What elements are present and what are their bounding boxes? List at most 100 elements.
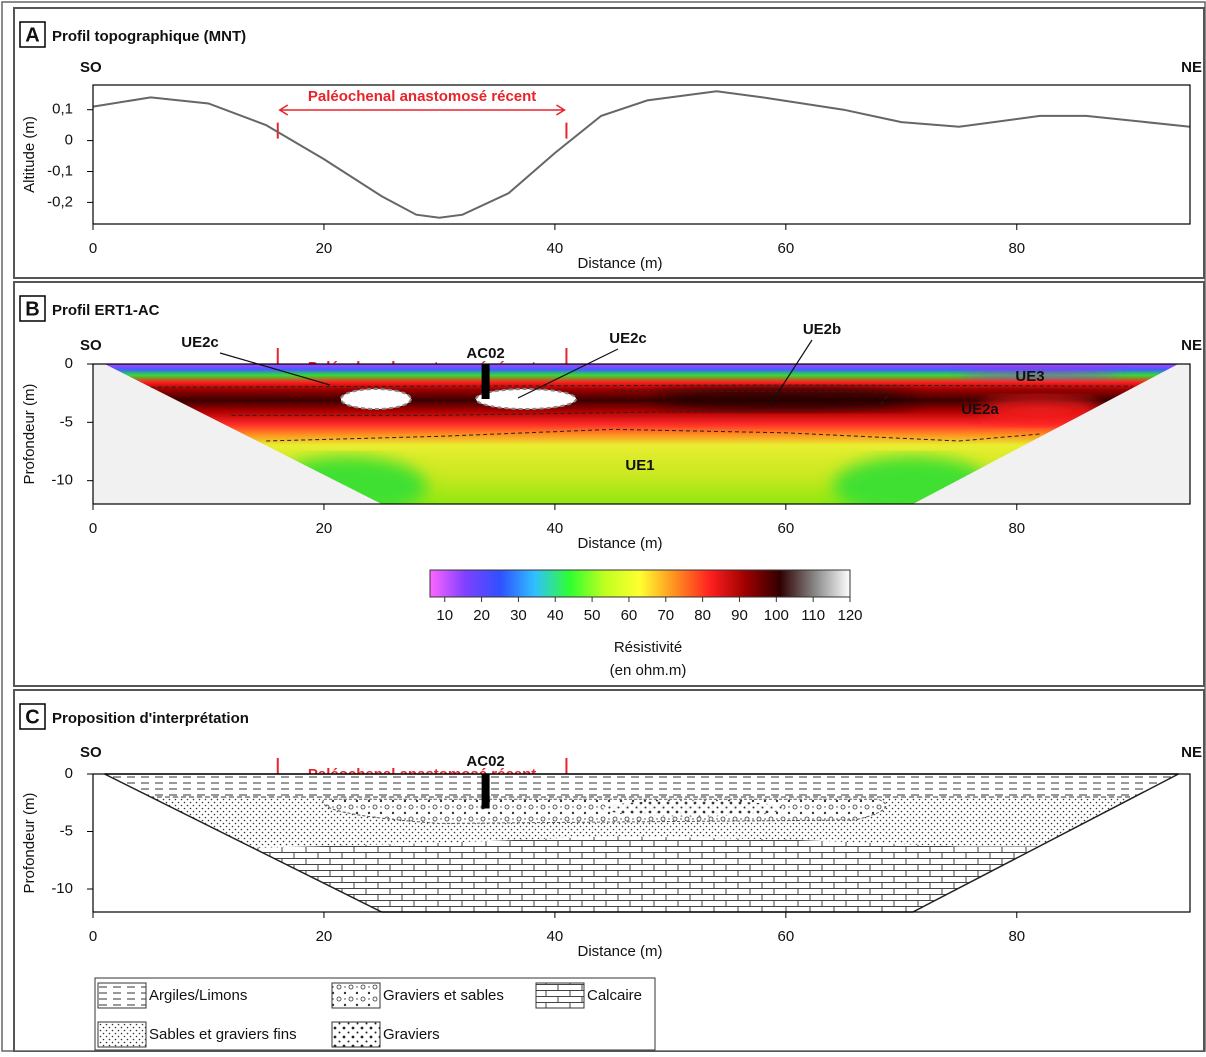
x-tick-label: 40 xyxy=(547,928,564,945)
y-tick-label: -10 xyxy=(51,880,73,897)
left-label: SO xyxy=(80,59,102,76)
colorbar xyxy=(429,569,851,598)
x-tick-label: 80 xyxy=(1008,240,1025,257)
legend-swatch xyxy=(97,982,147,1009)
panel-title: Proposition d'interprétation xyxy=(52,710,249,727)
unit-label: UE1 xyxy=(625,457,654,474)
unit-label: UE2c xyxy=(181,334,219,351)
colorbar-tick-label: 70 xyxy=(657,607,674,624)
y-tick-label: 0 xyxy=(65,355,73,372)
x-tick-label: 20 xyxy=(316,928,333,945)
x-axis-label: Distance (m) xyxy=(577,255,662,272)
borehole xyxy=(481,774,490,809)
y-tick-label: -0,1 xyxy=(47,162,73,179)
interpretation-section xyxy=(104,774,1179,912)
x-tick-label: 0 xyxy=(89,240,97,257)
contour-line xyxy=(150,384,1133,388)
contour-line xyxy=(231,390,891,416)
legend-label: Graviers xyxy=(383,1026,440,1043)
red-zone xyxy=(979,396,1100,425)
colorbar-tick-label: 120 xyxy=(837,607,862,624)
panel-letter-box xyxy=(19,21,46,48)
panel-border xyxy=(13,281,1205,687)
x-tick-label: 40 xyxy=(547,240,564,257)
legend-label: Argiles/Limons xyxy=(149,987,247,1004)
plot-frame xyxy=(92,773,1191,913)
colorbar-label: Résistivité xyxy=(614,639,682,656)
topography-line xyxy=(92,90,1191,219)
x-tick-label: 80 xyxy=(1008,928,1025,945)
colorbar-tick-label: 20 xyxy=(473,607,490,624)
x-axis-label: Distance (m) xyxy=(577,535,662,552)
unit-leader xyxy=(219,352,331,386)
plot-frame xyxy=(92,84,1191,225)
legend-label: Graviers et sables xyxy=(383,987,504,1004)
right-label: NE xyxy=(1181,744,1202,761)
colorbar-tick-label: 90 xyxy=(731,607,748,624)
x-tick-label: 60 xyxy=(777,520,794,537)
unit-label: UE2a xyxy=(961,401,999,418)
colorbar-tick-label: 40 xyxy=(547,607,564,624)
y-axis-label: Altitude (m) xyxy=(21,116,38,193)
colorbar-tick-label: 80 xyxy=(694,607,711,624)
colorbar-unit: (en ohm.m) xyxy=(610,662,687,679)
resistive-lens xyxy=(339,388,412,410)
colorbar-tick-label: 110 xyxy=(801,607,825,624)
x-tick-label: 20 xyxy=(316,520,333,537)
x-tick-label: 80 xyxy=(1008,520,1025,537)
colorbar-tick-label: 10 xyxy=(436,607,453,624)
unit-label: UE3 xyxy=(1015,368,1044,385)
dark-zone xyxy=(655,387,916,411)
right-label: NE xyxy=(1181,337,1202,354)
colorbar-tick-label: 30 xyxy=(510,607,527,624)
y-tick-label: -5 xyxy=(60,822,73,839)
legend-swatch xyxy=(331,982,381,1009)
panel-letter: A xyxy=(25,24,39,46)
y-axis-label: Profondeur (m) xyxy=(21,793,38,894)
x-tick-label: 0 xyxy=(89,928,97,945)
annotation: Paléochenal anastomosé récent xyxy=(308,88,536,105)
borehole xyxy=(481,364,490,399)
coarse-gravel xyxy=(603,800,784,817)
y-tick-label: -5 xyxy=(60,413,73,430)
x-tick-label: 60 xyxy=(777,928,794,945)
left-label: SO xyxy=(80,337,102,354)
x-tick-label: 0 xyxy=(89,520,97,537)
clays xyxy=(104,774,1179,797)
y-tick-label: -10 xyxy=(51,472,73,489)
x-axis-label: Distance (m) xyxy=(577,943,662,960)
legend-swatch xyxy=(535,982,585,1009)
panel-letter: B xyxy=(25,298,39,320)
y-tick-label: 0 xyxy=(65,765,73,782)
borehole-label: AC02 xyxy=(466,345,504,362)
y-tick-label: 0 xyxy=(65,132,73,149)
left-label: SO xyxy=(80,744,102,761)
legend-swatch xyxy=(331,1021,381,1048)
panel-title: Profil topographique (MNT) xyxy=(52,28,246,45)
y-axis-label: Profondeur (m) xyxy=(21,384,38,485)
right-label: NE xyxy=(1181,59,1202,76)
y-tick-label: -0,2 xyxy=(47,193,73,210)
resistive-lens xyxy=(475,388,578,410)
unit-leader xyxy=(769,339,813,406)
panel-border xyxy=(13,7,1205,279)
unit-label: UE2c xyxy=(609,330,647,347)
annotation-arrow xyxy=(278,104,566,116)
legend-label: Sables et graviers fins xyxy=(149,1026,297,1043)
unit-leader xyxy=(517,348,619,399)
colorbar-tick-label: 100 xyxy=(764,607,789,624)
purple-zone xyxy=(959,367,1120,380)
x-tick-label: 20 xyxy=(316,240,333,257)
plot-frame xyxy=(92,363,1191,505)
legend-label: Calcaire xyxy=(587,987,642,1004)
panel-title: Profil ERT1-AC xyxy=(52,302,160,319)
panel-letter: C xyxy=(25,706,39,728)
legend-swatch xyxy=(97,1021,147,1048)
panel-letter-box xyxy=(19,295,46,322)
colorbar-tick-label: 50 xyxy=(584,607,601,624)
colorbar-tick-label: 60 xyxy=(621,607,638,624)
unit-label: UE2b xyxy=(803,321,841,338)
x-tick-label: 40 xyxy=(547,520,564,537)
